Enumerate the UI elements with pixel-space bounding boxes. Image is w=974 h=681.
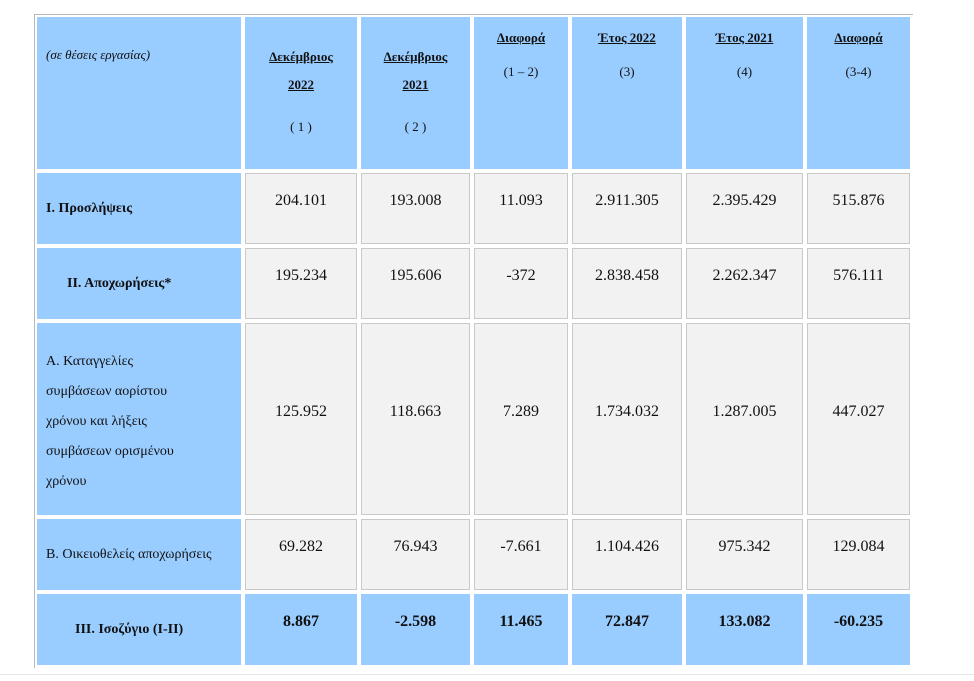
row-label-line: χρόνου: [46, 474, 87, 489]
table-cell: 1.287.005: [686, 323, 803, 515]
col-index: (1 – 2): [503, 64, 539, 79]
table-cell: 204.101: [245, 173, 357, 244]
table-cell: 515.876: [807, 173, 910, 244]
table-cell: -372: [474, 248, 568, 319]
employment-flows-table: (σε θέσεις εργασίας) Δεκέμβριος 2022 ( 1…: [33, 13, 914, 669]
unit-note: (σε θέσεις εργασίας): [46, 47, 151, 62]
table-cell: 76.943: [361, 519, 470, 590]
table-cell: 195.234: [245, 248, 357, 319]
col-header-year-2021: Έτος 2021 (4): [686, 17, 803, 169]
row-label-cell: ΙΙΙ. Ισοζύγιο (Ι-ΙΙ): [37, 594, 241, 665]
table-cell: 2.262.347: [686, 248, 803, 319]
table-cell: 118.663: [361, 323, 470, 515]
table-row: Β. Οικειοθελείς αποχωρήσεις 69.282 76.94…: [37, 519, 910, 590]
row-label-cell: Α. Καταγγελίες συμβάσεων αορίστου χρόνου…: [37, 323, 241, 515]
row-label-line: συμβάσεων αορίστου: [46, 384, 168, 399]
table-cell: 447.027: [807, 323, 910, 515]
row-label-line: Α. Καταγγελίες: [46, 354, 133, 369]
table-row: Ι. Προσλήψεις 204.101 193.008 11.093 2.9…: [37, 173, 910, 244]
table-cell: 576.111: [807, 248, 910, 319]
table-cell: 193.008: [361, 173, 470, 244]
col-header-dec-2022: Δεκέμβριος 2022 ( 1 ): [245, 17, 357, 169]
table-cell: -2.598: [361, 594, 470, 665]
col-index: (3-4): [845, 64, 872, 79]
row-label-line: χρόνου και λήξεις: [46, 414, 147, 429]
table-cell: 72.847: [572, 594, 682, 665]
col-header-diff-2: Διαφορά (3-4): [807, 17, 910, 169]
header-row: (σε θέσεις εργασίας) Δεκέμβριος 2022 ( 1…: [37, 17, 910, 169]
table-cell: 125.952: [245, 323, 357, 515]
row-label: ΙΙΙ. Ισοζύγιο (Ι-ΙΙ): [75, 622, 184, 637]
table-cell: 7.289: [474, 323, 568, 515]
row-label: Ι. Προσλήψεις: [46, 201, 133, 216]
table-cell: 2.395.429: [686, 173, 803, 244]
row-label: Α. Καταγγελίες συμβάσεων αορίστου χρόνου…: [37, 323, 241, 497]
col-title: Δεκέμβριος: [383, 49, 448, 64]
table-row: ΙΙ. Αποχωρήσεις* 195.234 195.606 -372 2.…: [37, 248, 910, 319]
page-divider: [0, 674, 974, 675]
row-label-cell: Ι. Προσλήψεις: [37, 173, 241, 244]
table-cell: 975.342: [686, 519, 803, 590]
col-year: 2021: [402, 77, 429, 92]
table-cell: -7.661: [474, 519, 568, 590]
table-cell: 2.838.458: [572, 248, 682, 319]
col-title: Διαφορά: [834, 30, 883, 45]
row-label: ΙΙ. Αποχωρήσεις*: [67, 276, 172, 291]
table-cell: 1.104.426: [572, 519, 682, 590]
col-header-dec-2021: Δεκέμβριος 2021 ( 2 ): [361, 17, 470, 169]
col-header-diff-1: Διαφορά (1 – 2): [474, 17, 568, 169]
col-index: (4): [736, 64, 753, 79]
col-index: ( 1 ): [290, 119, 312, 134]
table-cell: 1.734.032: [572, 323, 682, 515]
table-cell: 2.911.305: [572, 173, 682, 244]
row-label-line: συμβάσεων ορισμένου: [46, 444, 174, 459]
table-cell: 11.465: [474, 594, 568, 665]
col-title: Έτος 2022: [598, 30, 656, 45]
col-title: Έτος 2021: [715, 30, 774, 45]
col-index: ( 2 ): [404, 119, 427, 134]
table-cell: 133.082: [686, 594, 803, 665]
col-title: Διαφορά: [496, 30, 546, 45]
col-year: 2022: [288, 77, 314, 92]
table-cell: 69.282: [245, 519, 357, 590]
table-cell: 8.867: [245, 594, 357, 665]
col-header-year-2022: Έτος 2022 (3): [572, 17, 682, 169]
table-row: Α. Καταγγελίες συμβάσεων αορίστου χρόνου…: [37, 323, 910, 515]
row-label-cell: ΙΙ. Αποχωρήσεις*: [37, 248, 241, 319]
table-cell: 195.606: [361, 248, 470, 319]
table-cell: -60.235: [807, 594, 910, 665]
row-label-cell: Β. Οικειοθελείς αποχωρήσεις: [37, 519, 241, 590]
col-title: Δεκέμβριος: [269, 49, 333, 64]
row-label: Β. Οικειοθελείς αποχωρήσεις: [46, 547, 212, 562]
col-index: (3): [619, 64, 635, 79]
table-cell: 11.093: [474, 173, 568, 244]
table-cell: 129.084: [807, 519, 910, 590]
table-row-balance: ΙΙΙ. Ισοζύγιο (Ι-ΙΙ) 8.867 -2.598 11.465…: [37, 594, 910, 665]
unit-note-cell: (σε θέσεις εργασίας): [37, 17, 241, 169]
table-frame: [34, 14, 913, 668]
